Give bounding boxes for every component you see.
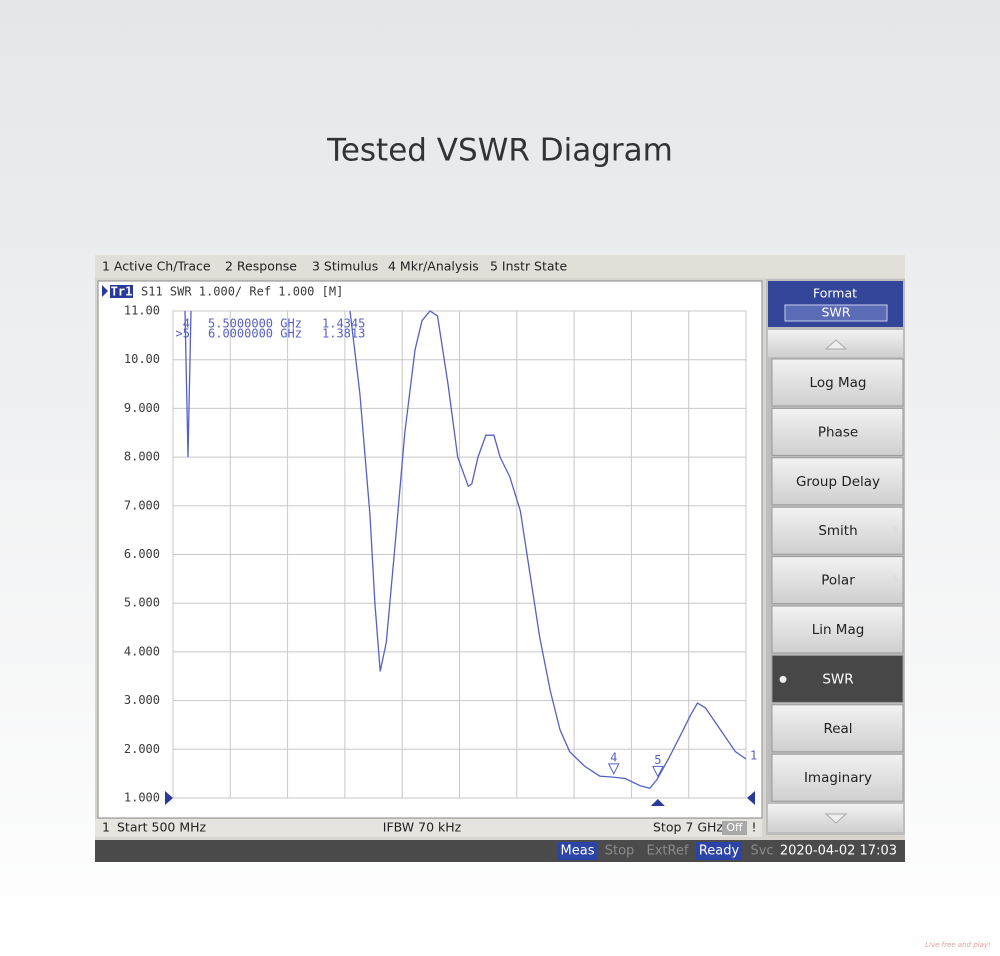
softkey-label: Phase: [818, 424, 858, 440]
trace-tag: [110, 285, 133, 298]
status-highlight: [557, 842, 598, 860]
trace-name: Tr1: [111, 285, 133, 299]
marker: [652, 765, 664, 778]
menu-item[interactable]: 3 Stimulus: [312, 259, 378, 274]
softkey[interactable]: [771, 457, 904, 506]
y-tick-label: 9.000: [124, 401, 160, 415]
status-item: Meas: [561, 844, 595, 859]
selected-dot: [779, 675, 787, 683]
y-tick-label: 4.000: [124, 644, 160, 658]
warning: !: [751, 820, 756, 835]
softkey-label: SWR: [822, 671, 853, 687]
y-tick-label: 10.00: [124, 352, 160, 366]
menu-item[interactable]: 5 Instr State: [490, 259, 567, 274]
softkey-label: Log Mag: [810, 375, 867, 391]
menu-item[interactable]: 2 Response: [225, 259, 297, 274]
ref-arrow-left: [165, 791, 173, 805]
footer-bar: [95, 819, 762, 837]
status-item: Stop: [605, 844, 635, 859]
marker-freq: 6.0000000 GHz: [208, 327, 302, 341]
marker: [607, 763, 620, 775]
datetime: 2020-04-02 17:03: [780, 844, 897, 859]
status-highlight: [696, 842, 742, 860]
trace-line: [184, 310, 747, 790]
status-item: ExtRef: [646, 844, 688, 859]
softkey-title: Format: [813, 286, 857, 301]
y-tick-label: 11.00: [124, 304, 160, 318]
softkey[interactable]: [771, 556, 904, 605]
softkey-label: Lin Mag: [812, 622, 865, 638]
marker-value: 1.3813: [322, 327, 365, 341]
softkey-label: Real: [823, 721, 852, 737]
start-freq: Start 500 MHz: [117, 820, 207, 835]
softkey[interactable]: [771, 605, 904, 654]
y-tick-label: 7.000: [124, 498, 160, 512]
softkey-label: Polar: [821, 573, 855, 589]
softkey[interactable]: [771, 704, 904, 753]
ref-arrow-right: [747, 791, 755, 805]
page-title: Tested VSWR Diagram: [326, 133, 673, 169]
submenu-arrow: [893, 573, 900, 588]
stop-freq: Stop 7 GHz: [653, 820, 723, 835]
status-item: Svc: [750, 844, 773, 859]
status-item: Ready: [699, 844, 740, 859]
softkey-label: Imaginary: [804, 770, 872, 786]
y-tick-label: 8.000: [124, 450, 160, 464]
y-tick-label: 3.000: [124, 693, 160, 707]
y-tick-label: 2.000: [124, 742, 160, 756]
ifbw: IFBW 70 kHz: [383, 820, 462, 835]
softkey[interactable]: [771, 358, 904, 407]
watermark: Live free and play!: [925, 941, 991, 949]
softkey-label: Smith: [818, 523, 857, 539]
marker-row-id: >5: [176, 327, 190, 341]
marker-id: 4: [610, 750, 617, 764]
softkey[interactable]: [771, 654, 904, 703]
off: Off: [726, 821, 743, 834]
softkey[interactable]: [771, 407, 904, 456]
up-arrow: [824, 339, 848, 350]
current-format-box: [784, 304, 888, 322]
marker-id: 5: [654, 753, 661, 767]
menu-bar: [95, 255, 905, 278]
menu-item[interactable]: 1 Active Ch/Trace: [102, 259, 211, 274]
marker-row-id: 4: [183, 317, 190, 331]
softkey[interactable]: [771, 753, 904, 802]
marker-freq: 5.5000000 GHz: [208, 317, 302, 331]
submenu-arrow: [893, 524, 900, 539]
current-format: SWR: [822, 305, 851, 320]
active-marker-indicator: [650, 799, 665, 806]
trace-end-label: 1: [750, 749, 757, 763]
channel: 1: [102, 820, 110, 835]
chart-title: S11 SWR 1.000/ Ref 1.000 [M]: [141, 285, 343, 299]
down-arrow: [824, 813, 848, 824]
softkey[interactable]: [771, 506, 904, 555]
y-tick-label: 1.000: [124, 791, 160, 805]
y-tick-label: 5.000: [124, 596, 160, 610]
chart-window: [97, 280, 763, 819]
trace-arrow: [102, 285, 108, 297]
marker-value: 1.4345: [322, 317, 365, 331]
softkey-label: Group Delay: [796, 474, 880, 490]
off-box: [722, 821, 747, 835]
menu-item[interactable]: 4 Mkr/Analysis: [388, 259, 479, 274]
y-tick-label: 6.000: [124, 547, 160, 561]
